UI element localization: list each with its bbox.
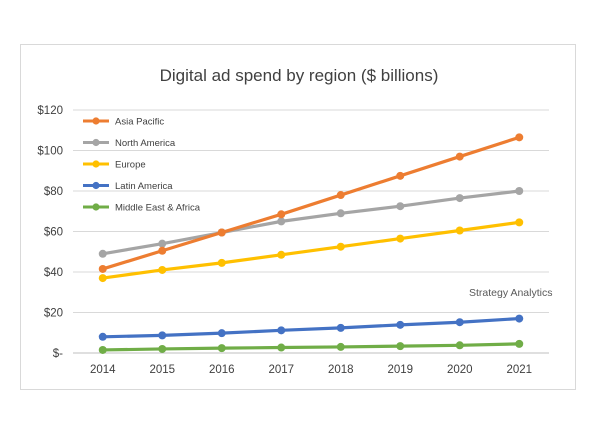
data-point <box>217 344 226 353</box>
series-latin-america <box>98 314 524 341</box>
y-tick-label: $100 <box>37 146 63 158</box>
legend-item: Asia Pacific <box>83 117 164 128</box>
legend-label: Europe <box>115 160 146 171</box>
x-tick-label: 2018 <box>328 364 354 376</box>
data-point <box>98 264 107 273</box>
data-point <box>336 191 345 200</box>
x-tick-label: 2016 <box>209 364 235 376</box>
data-point <box>455 194 464 203</box>
y-tick-label: $40 <box>44 267 63 279</box>
data-point <box>455 341 464 350</box>
source-annotation: Strategy Analytics <box>469 287 552 299</box>
data-point <box>336 342 345 351</box>
y-tick-label: $120 <box>37 105 63 117</box>
legend-label: Middle East & Africa <box>115 203 201 214</box>
data-point <box>455 226 464 235</box>
data-point <box>455 318 464 327</box>
data-point <box>98 249 107 258</box>
y-tick-label: $80 <box>44 186 63 198</box>
legend-item: Europe <box>83 160 146 171</box>
legend-swatch-marker <box>92 117 100 125</box>
data-point <box>396 342 405 351</box>
data-point <box>515 133 524 142</box>
data-point <box>515 218 524 227</box>
y-tick-label: $- <box>53 348 63 360</box>
x-tick-label: 2019 <box>387 364 413 376</box>
data-point <box>158 246 167 255</box>
legend-label: Latin America <box>115 181 173 192</box>
legend-label: Asia Pacific <box>115 117 164 128</box>
legend-item: North America <box>83 138 176 149</box>
x-tick-label: 2020 <box>447 364 473 376</box>
legend-swatch-marker <box>92 181 100 190</box>
data-point <box>396 320 405 329</box>
data-point <box>98 274 107 283</box>
legend-item: Middle East & Africa <box>83 203 201 214</box>
data-point <box>396 171 405 180</box>
data-point <box>98 332 107 341</box>
data-point <box>158 344 167 353</box>
series-line <box>101 220 521 280</box>
x-tick-label: 2017 <box>268 364 294 376</box>
data-point <box>515 187 524 195</box>
legend-label: North America <box>115 138 176 149</box>
data-point <box>277 326 286 335</box>
data-point <box>158 331 167 340</box>
chart-title: Digital ad spend by region ($ billions) <box>160 66 439 85</box>
x-tick-label: 2021 <box>506 364 532 376</box>
legend-swatch-marker <box>92 138 100 147</box>
data-point <box>217 228 226 237</box>
data-point <box>158 265 167 274</box>
data-point <box>336 209 345 218</box>
data-point <box>396 202 405 211</box>
data-point <box>396 234 405 243</box>
series-line <box>101 342 521 352</box>
data-point <box>336 323 345 332</box>
data-point <box>98 345 107 354</box>
data-point <box>277 343 286 352</box>
y-tick-label: $60 <box>44 227 63 239</box>
series-middle-east-africa <box>98 339 524 354</box>
data-point <box>336 242 345 251</box>
data-point <box>455 152 464 161</box>
series-line <box>101 316 521 339</box>
legend-item: Latin America <box>83 181 173 192</box>
data-point <box>217 258 226 267</box>
x-tick-label: 2014 <box>90 364 116 376</box>
series-line <box>101 135 521 271</box>
data-point <box>217 329 226 338</box>
series-line <box>101 189 521 256</box>
data-point <box>277 217 286 226</box>
data-point <box>158 239 167 248</box>
legend-swatch-marker <box>92 160 100 168</box>
series-europe <box>98 218 524 283</box>
legend-swatch-marker <box>92 203 100 211</box>
x-tick-label: 2015 <box>149 364 175 376</box>
data-point <box>277 210 286 219</box>
data-point <box>515 314 524 323</box>
data-point <box>277 250 286 259</box>
series-asia-pacific <box>98 133 524 273</box>
chart-frame: Digital ad spend by region ($ billions) … <box>20 44 576 390</box>
line-chart: Digital ad spend by region ($ billions) … <box>37 66 552 376</box>
data-point <box>515 339 524 348</box>
y-tick-label: $20 <box>44 308 63 320</box>
